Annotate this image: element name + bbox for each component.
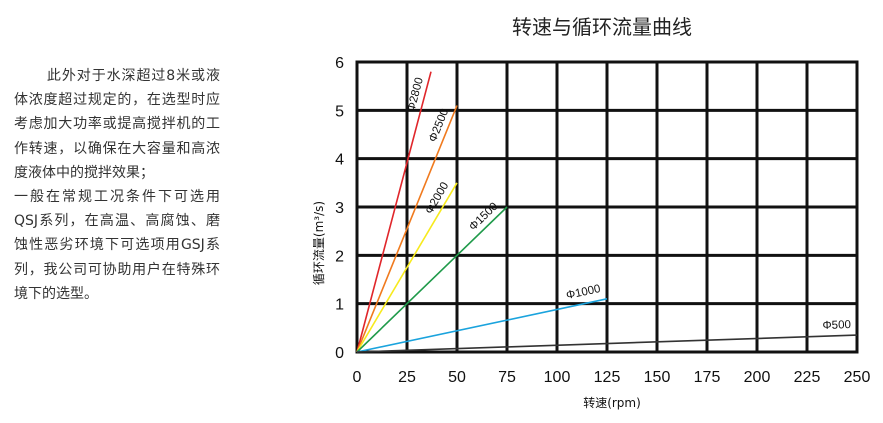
y-tick-label: 6 bbox=[335, 55, 344, 72]
x-tick-label: 50 bbox=[448, 369, 466, 386]
x-tick-label: 225 bbox=[794, 369, 821, 386]
y-tick-label: 5 bbox=[335, 103, 344, 120]
y-tick-label: 2 bbox=[335, 248, 344, 265]
chart-grid bbox=[355, 60, 859, 354]
x-tick-label: 125 bbox=[594, 369, 621, 386]
paragraph-first-text: 此外对于水深超过8米或液体浓度超过规定的，在选型时应考虑加大功率或提高搅拌机的工… bbox=[14, 68, 220, 181]
x-axis-label: 转速(rpm) bbox=[583, 395, 641, 410]
paragraph-second: 一般在常规工况条件下可选用QSJ系列，在高温、高腐蚀、磨蚀性恶劣环境下可选项用G… bbox=[14, 189, 220, 302]
y-tick-label: 4 bbox=[335, 152, 344, 169]
x-tick-label: 75 bbox=[498, 369, 516, 386]
x-tick-label: 150 bbox=[644, 369, 671, 386]
x-tick-label: 0 bbox=[353, 369, 362, 386]
x-tick-label: 250 bbox=[844, 369, 871, 386]
chart-title: 转速与循环流量曲线 bbox=[512, 15, 692, 39]
series-line bbox=[356, 105, 458, 353]
series-label: Φ2500 bbox=[427, 107, 451, 144]
series-line bbox=[356, 182, 458, 353]
series-label: Φ1000 bbox=[565, 283, 602, 302]
x-tick-label: 100 bbox=[544, 369, 571, 386]
paragraph-first: 此外对于水深超过8米或液体浓度超过规定的，在选型时应考虑加大功率或提高搅拌机的工… bbox=[14, 64, 220, 185]
y-tick-label: 1 bbox=[335, 297, 344, 314]
y-tick-label: 3 bbox=[335, 200, 344, 217]
y-axis-label: 循环流量(m³/s) bbox=[312, 201, 326, 285]
series-line bbox=[356, 334, 858, 353]
x-tick-label: 175 bbox=[694, 369, 721, 386]
chart-ticks: 0 25 50 75 100 125 150 175 200 225 250 0 1 2 3 4 5 6 bbox=[335, 55, 870, 386]
series-label: Φ2800 bbox=[405, 76, 425, 113]
series-label: Φ500 bbox=[822, 319, 851, 332]
y-tick-label: 0 bbox=[335, 345, 344, 362]
series-line bbox=[356, 298, 608, 353]
description-paragraph: 此外对于水深超过8米或液体浓度超过规定的，在选型时应考虑加大功率或提高搅拌机的工… bbox=[14, 64, 220, 306]
series-line bbox=[356, 206, 508, 353]
x-tick-label: 200 bbox=[744, 369, 771, 386]
series-line bbox=[356, 71, 432, 353]
x-tick-label: 25 bbox=[398, 369, 416, 386]
